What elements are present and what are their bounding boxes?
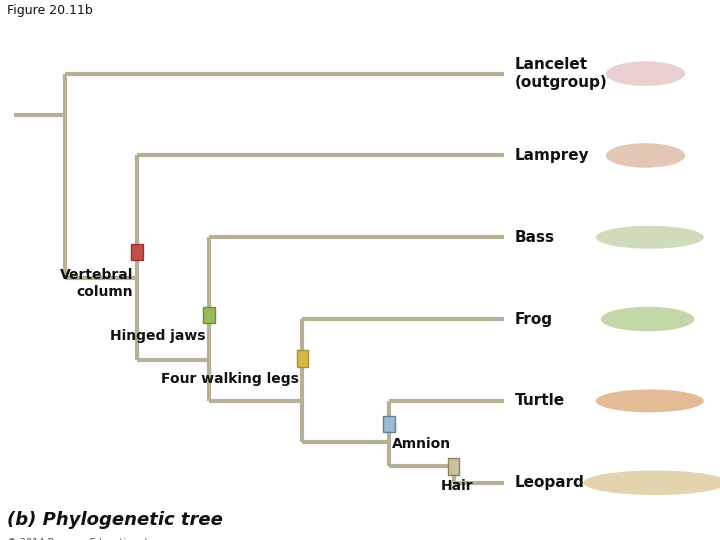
Ellipse shape [596,226,703,249]
Ellipse shape [583,470,720,495]
Text: Four walking legs: Four walking legs [161,372,299,386]
FancyBboxPatch shape [297,350,308,367]
FancyBboxPatch shape [448,458,459,475]
Text: Lancelet
(outgroup): Lancelet (outgroup) [515,57,608,90]
Text: Amnion: Amnion [392,437,451,451]
Text: Leopard: Leopard [515,475,585,490]
Text: Frog: Frog [515,312,553,327]
Text: Hair: Hair [441,478,474,492]
Ellipse shape [596,389,703,413]
Text: Figure 20.11b: Figure 20.11b [7,4,93,17]
Text: (b) Phylogenetic tree: (b) Phylogenetic tree [7,510,223,529]
Text: Bass: Bass [515,230,555,245]
Ellipse shape [606,62,685,86]
Text: Turtle: Turtle [515,394,565,408]
Text: Hinged jaws: Hinged jaws [109,329,205,343]
Ellipse shape [601,307,694,332]
Text: Lamprey: Lamprey [515,148,590,163]
FancyBboxPatch shape [203,307,215,323]
FancyBboxPatch shape [131,244,143,260]
Text: Vertebral
column: Vertebral column [60,268,133,299]
Ellipse shape [606,143,685,168]
FancyBboxPatch shape [383,416,395,432]
Text: © 2014 Pearson Education, Inc.: © 2014 Pearson Education, Inc. [7,537,162,540]
